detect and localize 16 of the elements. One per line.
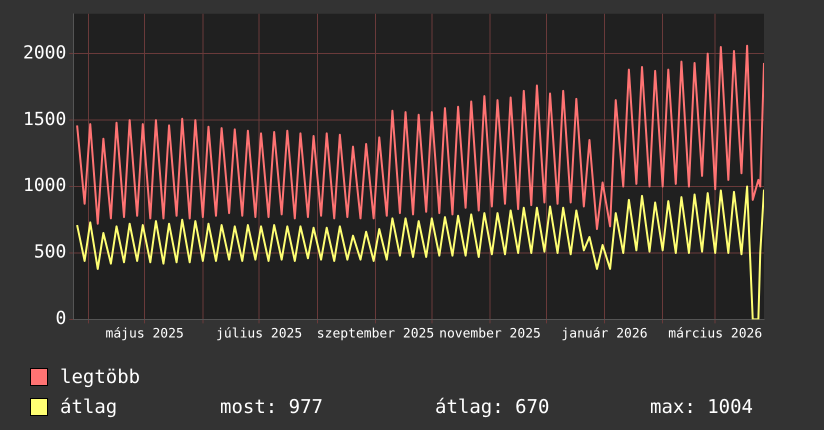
x-tick-label: november 2025 [439,326,541,342]
x-tick-label: március 2026 [668,326,762,342]
y-tick-label: 1500 [22,108,66,130]
x-tick-label: május 2025 [106,326,184,342]
y-tick-label: 2000 [22,42,66,64]
legend-label: legtöbb [60,366,142,388]
x-tick-label: január 2026 [561,326,648,342]
x-tick-label: szeptember 2025 [316,326,434,342]
y-tick-label: 500 [34,242,66,263]
x-tick-label: július 2025 [216,326,302,342]
y-tick-label: 1000 [22,175,66,196]
text: max: 1004 [650,396,754,418]
legend-label: átlag [60,396,118,418]
y-tick-label: 0 [56,308,66,330]
text: most: 977 [220,396,324,418]
text: átlag: 670 [435,396,550,418]
